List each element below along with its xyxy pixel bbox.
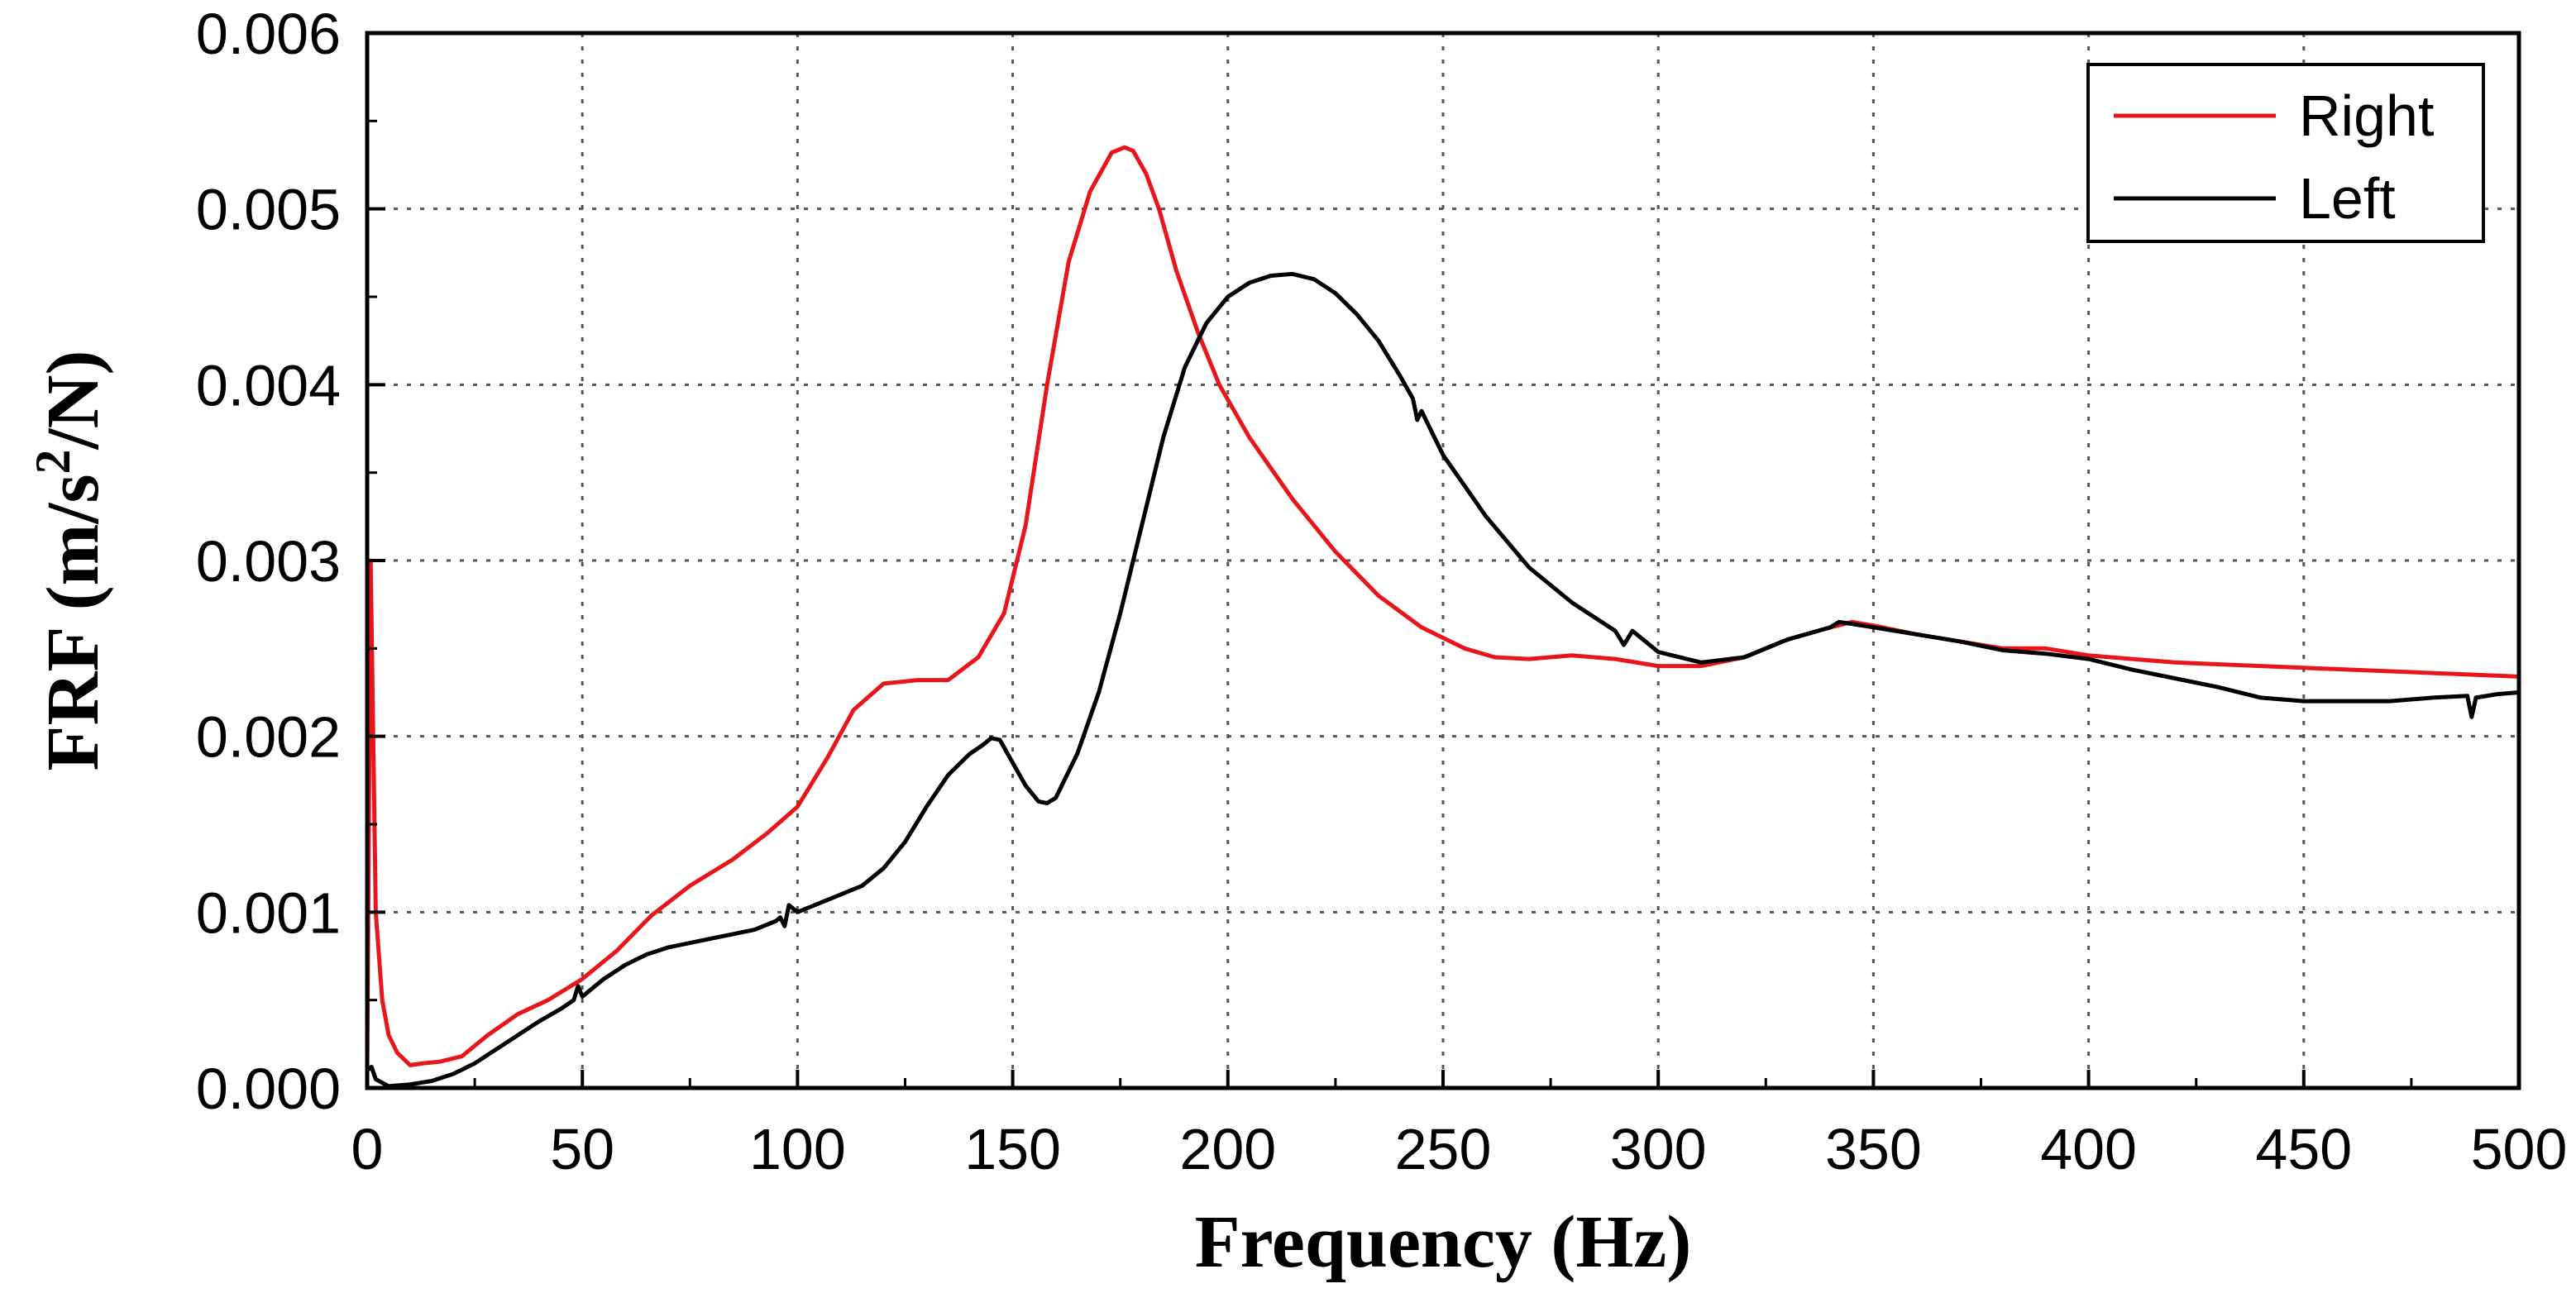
axis-ticks <box>366 31 2521 1090</box>
y-axis-title-prefix: FRF (m/s <box>32 474 114 771</box>
x-tick-label-350: 350 <box>1825 1117 1922 1181</box>
y-tick-label-6: 0.006 <box>196 2 341 66</box>
x-tick-label-500: 500 <box>2471 1117 2568 1181</box>
x-tick-label-200: 200 <box>1179 1117 1276 1181</box>
x-tick-label-300: 300 <box>1610 1117 1707 1181</box>
legend-box <box>2086 63 2485 243</box>
legend-label-right: Right <box>2299 83 2434 148</box>
x-tick-label-250: 250 <box>1395 1117 1492 1181</box>
x-tick-label-100: 100 <box>749 1117 846 1181</box>
legend-label-left: Left <box>2299 166 2396 231</box>
y-tick-label-0: 0.000 <box>196 1057 341 1121</box>
series-line-left <box>365 271 2521 1089</box>
y-axis-title-superscript: 2 <box>26 449 80 474</box>
x-axis-tick-labels: 0 50 100 150 200 250 300 350 400 450 500 <box>351 1117 2568 1181</box>
legend: Right Left <box>2086 63 2485 243</box>
x-tick-label-0: 0 <box>351 1117 384 1181</box>
y-tick-label-1: 0.001 <box>196 880 341 945</box>
x-tick-label-150: 150 <box>964 1117 1061 1181</box>
y-tick-label-3: 0.003 <box>196 529 341 594</box>
y-tick-label-5: 0.005 <box>196 178 341 242</box>
y-tick-label-4: 0.004 <box>196 353 341 417</box>
x-tick-label-450: 450 <box>2255 1117 2352 1181</box>
y-axis-title: FRF (m/s2/N) <box>26 350 114 771</box>
y-axis-title-suffix: /N) <box>32 350 114 450</box>
x-tick-label-400: 400 <box>2040 1117 2137 1181</box>
x-axis-title: Frequency (Hz) <box>1195 1201 1692 1283</box>
y-axis-tick-labels: 0.000 0.001 0.002 0.003 0.004 0.005 0.006 <box>196 2 341 1121</box>
x-tick-label-50: 50 <box>550 1117 614 1181</box>
data-series <box>365 145 2521 1089</box>
y-tick-label-2: 0.002 <box>196 705 341 770</box>
